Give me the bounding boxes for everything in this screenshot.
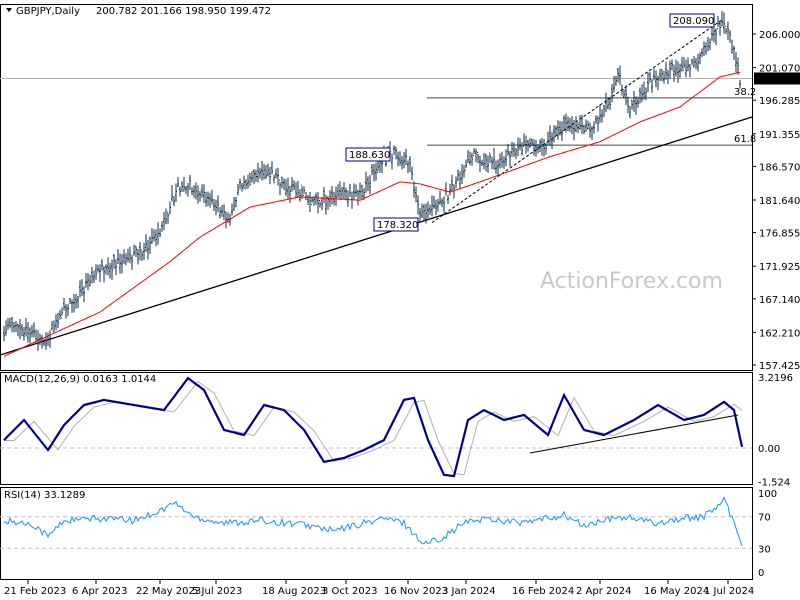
- swing-high-label-box: [345, 147, 391, 162]
- price-tick-label: 181.640: [759, 196, 800, 207]
- price-tick-label: 206.000: [759, 30, 800, 41]
- date-label: 5 Jul 2023: [192, 586, 242, 597]
- price-tick-label: 201.070: [759, 64, 800, 75]
- price-tick-label: 196.285: [759, 96, 800, 107]
- low-label-box: [373, 217, 419, 232]
- rsi-title: RSI(14) 33.1289: [4, 490, 85, 501]
- date-label: 3 Jan 2024: [442, 586, 496, 597]
- collapse-triangle-icon[interactable]: [6, 8, 12, 12]
- symbol-label: GBPJPY,Daily: [16, 6, 80, 17]
- rsi-tick-label: 70: [758, 513, 771, 524]
- ohlc-values: 200.782 201.166 198.950 199.472: [96, 6, 271, 17]
- moving-average-line: [3, 71, 741, 357]
- macd-title: MACD(12,26,9) 0.0163 1.0144: [4, 374, 156, 385]
- rsi-line: [3, 496, 743, 547]
- date-label: 16 Feb 2024: [512, 586, 574, 597]
- macd-tick-label: 0.00: [758, 444, 780, 455]
- dashed-trendline: [431, 19, 723, 224]
- rsi-tick-label: 0: [758, 568, 764, 579]
- macd-trendline: [529, 414, 739, 454]
- low-label: 178.320: [377, 220, 418, 231]
- price-tick-label: 186.570: [759, 162, 800, 173]
- price-tick-label: 167.140: [759, 295, 800, 306]
- date-label: 21 Feb 2023: [4, 586, 66, 597]
- macd-line: [3, 376, 744, 478]
- rsi-tick-label: 100: [758, 489, 777, 500]
- macd-tick-label: 3.2196: [758, 373, 793, 384]
- date-label: 16 May 2024: [644, 586, 709, 597]
- rsi-panel-frame: [0, 487, 753, 580]
- main-panel-frame: [0, 4, 753, 371]
- high-label-box: [669, 13, 715, 28]
- swing-high-label: 188.630: [349, 150, 390, 161]
- date-label: 22 May 2023: [136, 586, 201, 597]
- high-label: 208.090: [673, 16, 714, 27]
- date-label: 2 Apr 2024: [576, 586, 631, 597]
- current-price-value: 199.472: [758, 74, 799, 85]
- price-tick-label: 191.355: [759, 130, 800, 141]
- price-tick-label: 157.425: [759, 361, 800, 372]
- date-label: 6 Apr 2023: [72, 586, 127, 597]
- date-label: 16 Nov 2023: [384, 586, 448, 597]
- price-tick-label: 162.210: [759, 328, 800, 339]
- macd-tick-label: -1.524: [758, 478, 790, 489]
- macd-panel-frame: [0, 372, 753, 485]
- date-label: 18 Aug 2023: [262, 586, 326, 597]
- trendline: [0, 116, 753, 356]
- fib-38-label: 38.2: [734, 87, 756, 98]
- price-tick-label: 176.855: [759, 229, 800, 240]
- watermark: ActionForex.com: [540, 269, 723, 294]
- fib-62-label: 61.8: [734, 134, 756, 145]
- price-tick-label: 171.925: [759, 262, 800, 273]
- current-price-tag: [754, 72, 800, 85]
- date-label: 1 Jul 2024: [704, 586, 754, 597]
- macd-signal-line: [4, 380, 743, 476]
- rsi-tick-label: 30: [758, 544, 771, 555]
- date-label: 3 Oct 2023: [322, 586, 377, 597]
